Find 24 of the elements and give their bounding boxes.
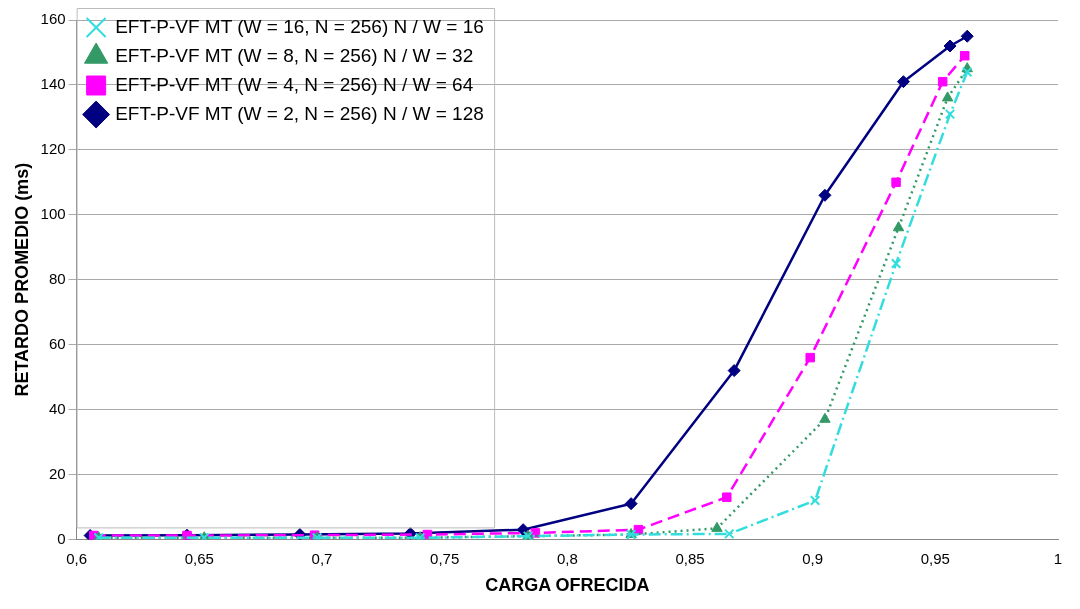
x-tick-label: 0,75	[430, 549, 460, 567]
y-tick-label: 60	[48, 334, 66, 352]
legend-label: EFT-P-VF MT (W = 4, N = 256) N / W = 64	[115, 73, 474, 95]
x-tick-label: 0,6	[66, 549, 88, 567]
legend-label: EFT-P-VF MT (W = 8, N = 256) N / W = 32	[115, 44, 474, 66]
y-tick-label: 80	[48, 269, 66, 287]
legend-label: EFT-P-VF MT (W = 16, N = 256) N / W = 16	[115, 15, 484, 37]
x-tick-label: 0,85	[675, 549, 705, 567]
y-tick-label: 160	[40, 10, 66, 28]
y-axis-title: RETARDO PROMEDIO (ms)	[11, 162, 32, 397]
x-tick-label: 0,9	[802, 549, 824, 567]
x-tick-label: 0,8	[556, 549, 578, 567]
y-tick-label: 120	[40, 139, 66, 157]
x-axis-title: CARGA OFRECIDA	[485, 575, 650, 596]
x-tick-label: 0,95	[920, 549, 950, 567]
y-tick-label: 100	[40, 204, 66, 222]
x-tick-label: 1	[1053, 549, 1063, 567]
y-tick-label: 0	[57, 529, 66, 547]
x-tick-label: 0,65	[184, 549, 214, 567]
y-tick-label: 40	[48, 399, 66, 417]
legend-label: EFT-P-VF MT (W = 2, N = 256) N / W = 128	[115, 102, 484, 124]
y-tick-label: 20	[48, 464, 66, 482]
y-tick-label: 140	[40, 75, 66, 93]
x-tick-label: 0,7	[311, 549, 333, 567]
